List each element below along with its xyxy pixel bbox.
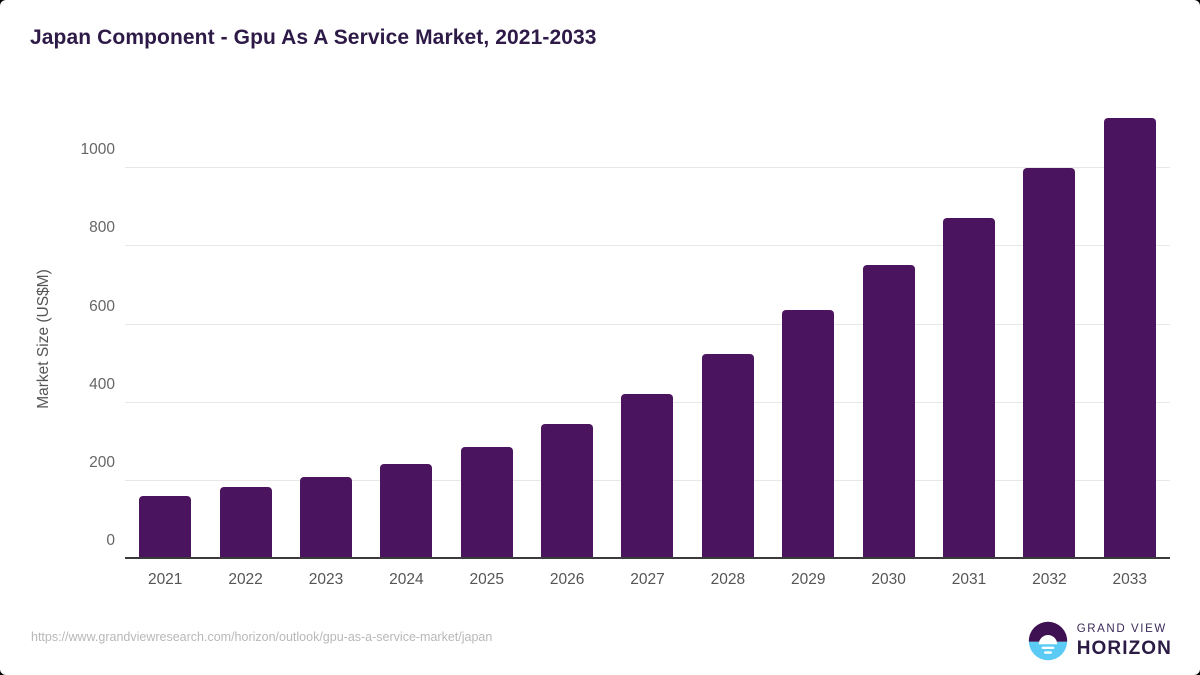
y-axis-tick-label: 200 <box>89 453 115 471</box>
bar[interactable] <box>782 309 835 559</box>
bar[interactable] <box>1103 118 1156 559</box>
x-axis-tick-label: 2026 <box>549 571 585 588</box>
bar[interactable] <box>380 463 433 559</box>
bar-slot <box>1090 90 1170 559</box>
bar[interactable] <box>541 424 594 559</box>
bar[interactable] <box>862 264 915 559</box>
bar[interactable] <box>701 353 754 559</box>
x-axis-tick-label: 2027 <box>630 571 665 588</box>
x-axis-tick-label: 2025 <box>469 571 504 588</box>
y-axis-tick-label: 600 <box>89 297 115 315</box>
bars-layer <box>125 90 1170 559</box>
bar-slot <box>286 90 366 559</box>
gridline <box>125 167 1170 169</box>
bar[interactable] <box>621 394 674 559</box>
x-axis-tick-label: 2029 <box>791 571 826 588</box>
x-axis-tick-label: 2023 <box>308 571 344 588</box>
x-axis-line <box>125 557 1170 559</box>
x-axis-tick-label: 2022 <box>228 571 263 588</box>
bar-slot <box>688 90 768 559</box>
x-axis-tick-label: 2031 <box>951 571 987 588</box>
brand-line-2: HORIZON <box>1076 637 1172 659</box>
gridline <box>125 323 1170 325</box>
gridline <box>125 245 1170 247</box>
bar-slot <box>768 90 848 559</box>
source-url[interactable]: https://www.grandviewresearch.com/horizo… <box>31 630 493 644</box>
bar-slot <box>205 90 285 559</box>
bar[interactable] <box>460 446 513 559</box>
page-title: Japan Component - Gpu As A Service Marke… <box>30 26 597 49</box>
y-axis-tick-label: 800 <box>89 219 115 237</box>
bar[interactable] <box>943 218 996 559</box>
bar[interactable] <box>219 487 272 559</box>
sunrise-circle-icon <box>1028 621 1067 661</box>
y-axis-tick-label: 400 <box>89 375 115 393</box>
brand-wordmark: GRAND VIEW HORIZON <box>1077 624 1172 658</box>
bar-slot <box>929 90 1009 559</box>
x-axis-tick-label: 2033 <box>1112 571 1148 588</box>
bar-slot <box>1009 90 1089 559</box>
brand-line-1: GRAND VIEW <box>1076 623 1167 636</box>
x-axis-tick-label: 2024 <box>389 571 424 588</box>
bar-slot <box>125 90 205 559</box>
bar[interactable] <box>139 496 192 559</box>
bar-slot <box>848 90 928 559</box>
y-axis-tick-label: 1000 <box>80 141 115 159</box>
plot-area: 0 200 400 600 800 1000 2021 2022 2023 2024 2025 20… <box>81 90 1170 588</box>
bar[interactable] <box>299 476 352 559</box>
x-axis-tick-label: 2030 <box>871 571 906 588</box>
x-axis-tick-label: 2028 <box>710 571 746 588</box>
bar[interactable] <box>1023 168 1076 559</box>
bar-slot <box>366 90 446 559</box>
bar-slot <box>527 90 607 559</box>
bar-slot <box>607 90 687 559</box>
x-axis-tick-label: 2032 <box>1032 571 1067 588</box>
bar-slot <box>447 90 527 559</box>
x-axis-tick-label: 2021 <box>147 571 183 588</box>
brand-logo[interactable]: GRAND VIEW HORIZON <box>1028 621 1172 661</box>
y-axis-tick-label: 0 <box>106 532 115 549</box>
